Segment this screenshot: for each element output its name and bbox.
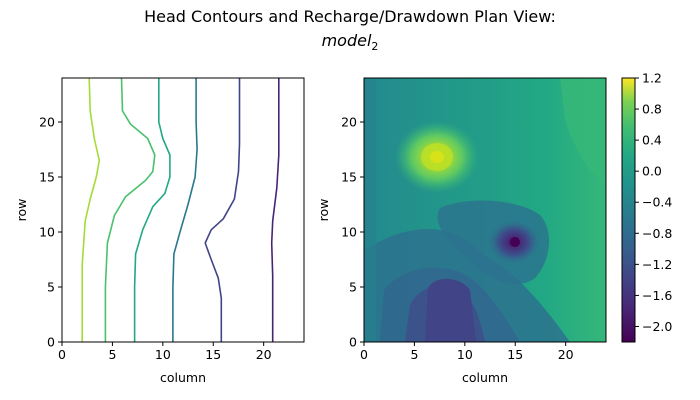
colorbar-tick-label: −0.8 [642,226,672,241]
right-y-tick-label: 0 [349,335,357,350]
contour-line-6 [270,78,280,342]
left-plot-background [62,78,304,342]
left-y-axis-label: row [14,199,29,222]
contour-line-3 [133,78,171,342]
colorbar-tick-label: −2.0 [642,319,672,334]
left-x-tick-label: 10 [155,347,171,362]
left-y-tick-label: 5 [47,280,55,295]
left-x-tick-label: 15 [205,347,221,362]
right-y-tick-label: 10 [341,225,357,240]
left-x-axis-label: column [160,370,206,385]
left-y-tick-label: 10 [39,225,55,240]
colorbar: 1.2 0.8 0.4 0.0 −0.4 −0.8 −1.2 −1.6 −2.0 [621,71,672,343]
colorbar-tick-label: 1.2 [642,71,662,86]
colorbar-tick-label: −1.6 [642,288,672,303]
right-y-axis-label: row [316,199,331,222]
figure-title: Head Contours and Recharge/Drawdown Plan… [144,7,556,26]
contour-line-1 [81,78,101,342]
figure-subtitle: model2 [322,31,379,53]
recharge-drawdown-panel: 0 5 10 15 20 0 5 10 15 20 column row [316,77,607,385]
right-x-tick-label: 0 [360,347,368,362]
colorbar-tick-label: 0.8 [642,102,662,117]
contour-line-2 [104,78,156,342]
colorbar-tick-label: 0.4 [642,133,662,148]
head-contours-panel: 0 5 10 15 20 0 5 10 15 20 column row [14,77,305,385]
left-x-tick-label: 5 [108,347,116,362]
right-x-tick-label: 15 [507,347,523,362]
left-plot-frame [61,77,305,343]
colorbar-gradient [621,77,636,343]
right-x-tick-label: 20 [558,347,574,362]
left-y-tick-label: 20 [39,115,55,130]
right-plot-frame [363,77,607,343]
colorbar-tick-label: 0.0 [642,164,662,179]
colorbar-tick-label: −0.4 [642,195,672,210]
left-x-tick-label: 0 [58,347,66,362]
contour-line-4 [172,78,198,342]
right-y-tick-label: 20 [341,115,357,130]
right-y-tick-label: 5 [349,280,357,295]
left-y-tick-label: 0 [47,335,55,350]
contour-line-5 [204,78,241,342]
filled-contour-field [364,78,606,342]
colorbar-tick-label: −1.2 [642,257,672,272]
left-y-tick-label: 15 [39,170,55,185]
right-x-tick-label: 10 [457,347,473,362]
left-x-tick-label: 20 [256,347,272,362]
right-x-axis-label: column [462,370,508,385]
right-x-tick-label: 5 [410,347,418,362]
right-y-tick-label: 15 [341,170,357,185]
